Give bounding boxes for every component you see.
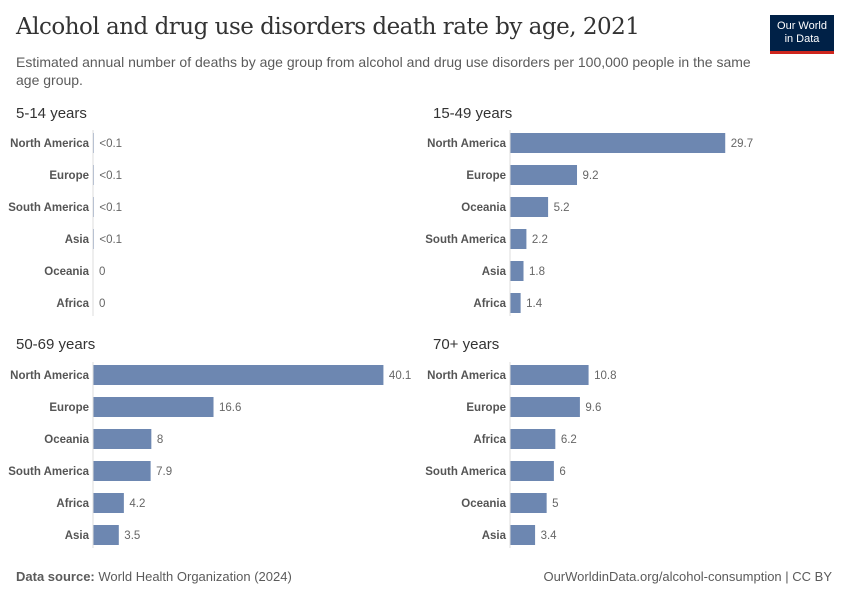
category-label: Europe: [466, 402, 506, 414]
value-label: 5: [552, 498, 558, 510]
value-label: <0.1: [99, 170, 122, 182]
value-label: <0.1: [99, 234, 122, 246]
panel-title: 70+ years: [433, 336, 499, 353]
bar[interactable]: [93, 397, 214, 417]
category-label: South America: [425, 466, 506, 478]
value-label: <0.1: [99, 138, 122, 150]
chart-subtitle: Estimated annual number of deaths by age…: [16, 54, 751, 88]
bar[interactable]: [510, 133, 726, 153]
logo-line2: in Data: [784, 33, 820, 45]
bar[interactable]: [510, 525, 536, 545]
value-label: 7.9: [156, 466, 172, 478]
bar[interactable]: [510, 493, 547, 513]
source-text: World Health Organization (2024): [98, 569, 292, 584]
bar[interactable]: [510, 165, 578, 185]
bar[interactable]: [93, 525, 119, 545]
value-label: 8: [157, 434, 163, 446]
bar[interactable]: [93, 429, 152, 449]
value-label: 0: [99, 298, 105, 310]
value-label: 9.6: [585, 402, 601, 414]
bar[interactable]: [510, 397, 580, 417]
category-label: South America: [8, 466, 89, 478]
category-label: South America: [425, 234, 506, 246]
value-label: 0: [99, 266, 105, 278]
value-label: 3.5: [124, 530, 140, 542]
bar[interactable]: [510, 429, 556, 449]
value-label: 6.2: [561, 434, 577, 446]
category-label: Europe: [49, 402, 89, 414]
category-label: Europe: [49, 170, 89, 182]
value-label: 2.2: [532, 234, 548, 246]
category-label: North America: [427, 138, 506, 150]
logo-line1: Our World: [777, 20, 827, 32]
value-label: 29.7: [731, 138, 753, 150]
bar[interactable]: [93, 461, 151, 481]
chart-title: Alcohol and drug use disorders death rat…: [16, 14, 640, 40]
category-label: Africa: [473, 434, 506, 446]
category-label: Africa: [473, 298, 506, 310]
data-source: Data source: World Health Organization (…: [16, 569, 292, 584]
value-label: 3.4: [541, 530, 558, 542]
value-label: 5.2: [554, 202, 570, 214]
category-label: Oceania: [461, 498, 506, 510]
category-label: North America: [10, 138, 89, 150]
value-label: 40.1: [389, 370, 411, 382]
category-label: Asia: [482, 530, 507, 542]
value-label: 4.2: [129, 498, 145, 510]
bar[interactable]: [510, 197, 549, 217]
value-label: 1.8: [529, 266, 545, 278]
category-label: Africa: [56, 298, 89, 310]
source-label: Data source:: [16, 569, 95, 584]
category-label: Oceania: [44, 266, 89, 278]
category-label: Asia: [482, 266, 507, 278]
bar[interactable]: [510, 261, 524, 281]
value-label: 16.6: [219, 402, 241, 414]
owid-logo[interactable]: Our World in Data: [770, 15, 834, 54]
category-label: North America: [427, 370, 506, 382]
bar[interactable]: [93, 365, 384, 385]
bar[interactable]: [510, 229, 527, 249]
category-label: Oceania: [461, 202, 506, 214]
category-label: Europe: [466, 170, 506, 182]
category-label: South America: [8, 202, 89, 214]
bar[interactable]: [93, 493, 124, 513]
category-label: Asia: [65, 530, 90, 542]
panel-title: 5-14 years: [16, 105, 87, 122]
category-label: North America: [10, 370, 89, 382]
value-label: 9.2: [583, 170, 599, 182]
source-url-link[interactable]: OurWorldinData.org/alcohol-consumption |…: [543, 569, 832, 584]
category-label: Africa: [56, 498, 89, 510]
bar[interactable]: [510, 365, 589, 385]
bar[interactable]: [510, 293, 521, 313]
value-label: 6: [559, 466, 565, 478]
category-label: Asia: [65, 234, 90, 246]
bar[interactable]: [510, 461, 554, 481]
value-label: <0.1: [99, 202, 122, 214]
category-label: Oceania: [44, 434, 89, 446]
panel-title: 50-69 years: [16, 336, 95, 353]
panel-title: 15-49 years: [433, 105, 512, 122]
value-label: 1.4: [526, 298, 543, 310]
value-label: 10.8: [594, 370, 616, 382]
